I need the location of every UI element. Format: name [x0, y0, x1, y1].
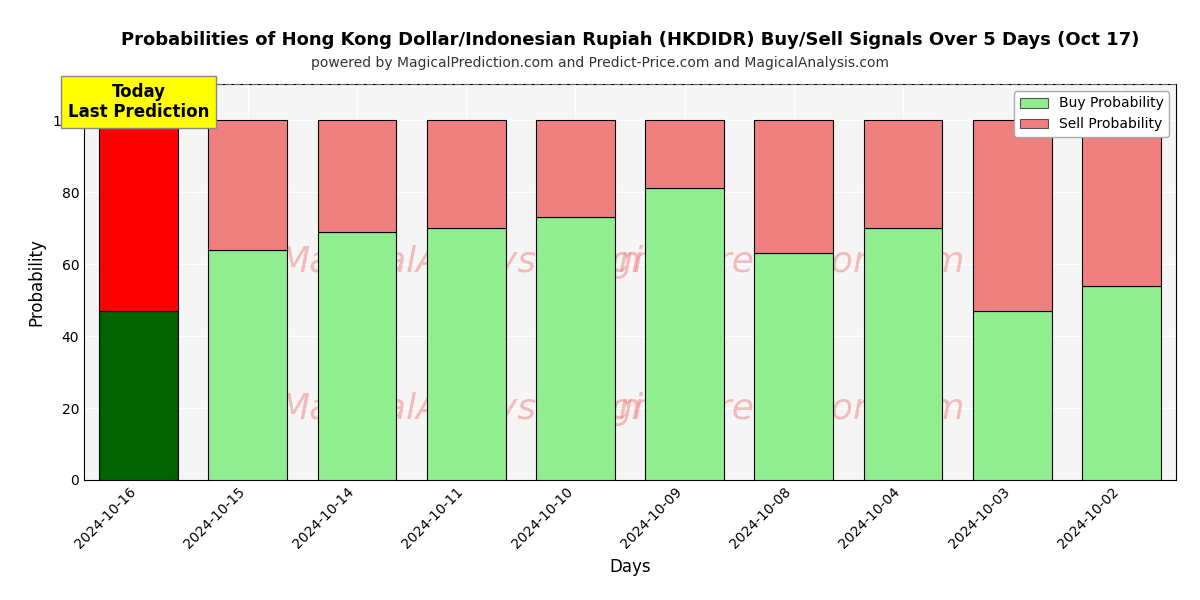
- Bar: [755, 253, 833, 480]
- Bar: [209, 250, 287, 480]
- Bar: [536, 120, 614, 217]
- Text: MagicalAnalysis.com: MagicalAnalysis.com: [278, 245, 654, 279]
- Bar: [318, 232, 396, 480]
- Bar: [864, 228, 942, 480]
- Text: MagicalPrediction.com: MagicalPrediction.com: [557, 392, 965, 426]
- Bar: [209, 120, 287, 250]
- Bar: [864, 120, 942, 228]
- Bar: [755, 120, 833, 253]
- Bar: [427, 228, 505, 480]
- X-axis label: Days: Days: [610, 559, 650, 577]
- Text: MagicalAnalysis.com: MagicalAnalysis.com: [278, 392, 654, 426]
- Bar: [1082, 286, 1160, 480]
- Bar: [100, 311, 178, 480]
- Bar: [100, 120, 178, 311]
- Bar: [1082, 120, 1160, 286]
- Y-axis label: Probability: Probability: [28, 238, 46, 326]
- Text: powered by MagicalPrediction.com and Predict-Price.com and MagicalAnalysis.com: powered by MagicalPrediction.com and Pre…: [311, 56, 889, 70]
- Bar: [646, 188, 724, 480]
- Bar: [536, 217, 614, 480]
- Text: Today
Last Prediction: Today Last Prediction: [68, 83, 209, 121]
- Bar: [973, 311, 1051, 480]
- Bar: [318, 120, 396, 232]
- Bar: [973, 120, 1051, 311]
- Title: Probabilities of Hong Kong Dollar/Indonesian Rupiah (HKDIDR) Buy/Sell Signals Ov: Probabilities of Hong Kong Dollar/Indone…: [121, 31, 1139, 49]
- Text: MagicalPrediction.com: MagicalPrediction.com: [557, 245, 965, 279]
- Bar: [646, 120, 724, 188]
- Bar: [427, 120, 505, 228]
- Legend: Buy Probability, Sell Probability: Buy Probability, Sell Probability: [1014, 91, 1169, 137]
